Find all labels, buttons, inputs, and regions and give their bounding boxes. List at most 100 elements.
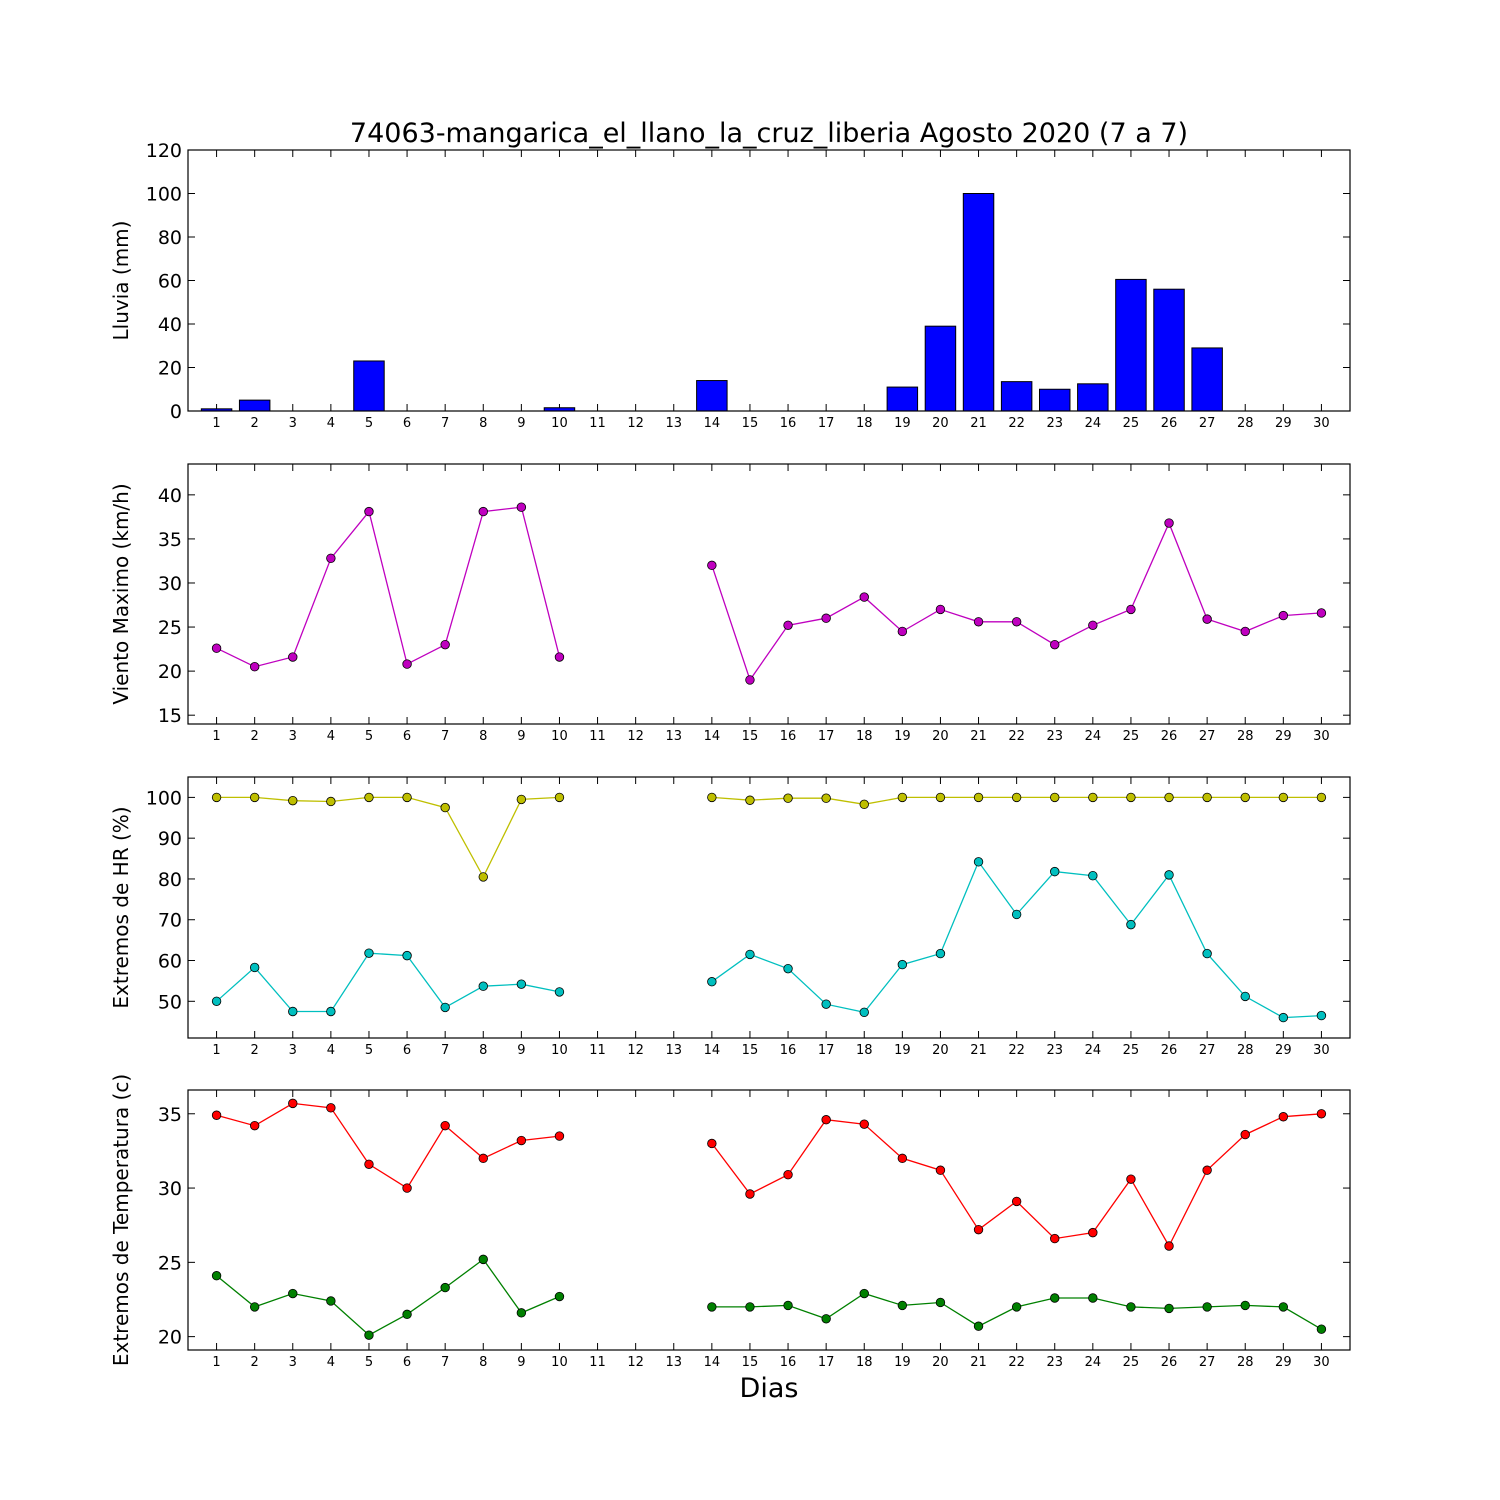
- x-tick-label: 1: [212, 1355, 220, 1370]
- x-tick-label: 8: [479, 416, 487, 431]
- data-point: [478, 981, 488, 991]
- y-tick-label: 35: [158, 529, 182, 551]
- data-point: [211, 1110, 222, 1120]
- data-point: [1164, 870, 1174, 880]
- data-point: [1088, 870, 1098, 881]
- x-tick-label: 21: [970, 1355, 987, 1370]
- bar: [1191, 347, 1223, 412]
- data-point: [821, 1314, 831, 1324]
- x-tick-label: 2: [251, 416, 259, 431]
- series-1: [211, 792, 1327, 882]
- x-tick-label: 19: [894, 1043, 911, 1058]
- x-tick-label: 21: [970, 1043, 987, 1058]
- x-tick-label: 7: [441, 729, 449, 744]
- x-tick-label: 11: [589, 416, 606, 431]
- y-tick-label: 80: [158, 227, 182, 249]
- plot-frame: [187, 1089, 1351, 1351]
- x-tick-label: 29: [1275, 416, 1292, 431]
- data-point: [1126, 792, 1136, 803]
- x-tick-label: 24: [1085, 1043, 1102, 1058]
- data-point: [1164, 518, 1174, 528]
- x-tick-label: 25: [1123, 1355, 1140, 1370]
- data-point: [1240, 1129, 1250, 1140]
- data-point: [1126, 1302, 1136, 1312]
- data-point: [973, 857, 984, 867]
- x-tick-label: 14: [704, 416, 721, 431]
- x-tick-label: 29: [1275, 1043, 1292, 1058]
- data-point: [859, 1007, 869, 1018]
- data-point: [707, 792, 717, 803]
- series-1: [211, 502, 1327, 685]
- series-1: [200, 193, 1223, 412]
- data-point: [745, 1189, 755, 1199]
- x-tick-label: 13: [665, 416, 682, 431]
- bar: [962, 193, 995, 412]
- x-tick-label: 15: [742, 416, 759, 431]
- data-point: [783, 1300, 793, 1311]
- y-tick-label: 15: [158, 705, 182, 727]
- data-point: [478, 1254, 488, 1265]
- bar: [1115, 278, 1147, 412]
- data-point: [402, 659, 412, 669]
- series-line: [216, 506, 561, 668]
- x-tick-label: 2: [251, 1355, 259, 1370]
- y-tick-label: 60: [158, 951, 182, 973]
- x-tick-label: 24: [1085, 1355, 1102, 1370]
- bar: [696, 380, 728, 412]
- x-tick-label: 26: [1161, 729, 1178, 744]
- x-tick-label: 11: [589, 729, 606, 744]
- series-line: [216, 1102, 560, 1189]
- y-tick-label: 20: [158, 358, 182, 380]
- x-tick-label: 5: [365, 416, 373, 431]
- x-axis-label: Dias: [740, 1373, 799, 1404]
- data-point: [326, 796, 336, 807]
- y-tick-label: 40: [158, 485, 182, 507]
- data-point: [783, 793, 793, 803]
- x-tick-label: 26: [1161, 1355, 1178, 1370]
- data-point: [859, 1288, 869, 1299]
- data-point: [364, 1159, 374, 1169]
- bar: [1153, 288, 1185, 412]
- x-tick-label: 18: [856, 416, 873, 431]
- data-point: [1126, 604, 1136, 615]
- data-point: [1088, 792, 1098, 803]
- x-tick-label: 20: [932, 416, 949, 431]
- data-point: [1202, 1302, 1212, 1312]
- x-tick-label: 15: [742, 1355, 759, 1370]
- x-tick-label: 8: [479, 729, 487, 744]
- plot-frame: [187, 149, 1351, 412]
- data-point: [554, 1291, 565, 1302]
- data-point: [745, 675, 755, 685]
- series-line: [216, 1258, 560, 1336]
- x-tick-label: 25: [1123, 729, 1140, 744]
- x-tick-label: 2: [251, 729, 259, 744]
- x-tick-label: 23: [1046, 1043, 1063, 1058]
- bar: [238, 399, 271, 412]
- x-tick-label: 18: [856, 1043, 873, 1058]
- data-point: [707, 560, 717, 571]
- data-point: [897, 959, 908, 970]
- x-tick-label: 22: [1008, 1355, 1025, 1370]
- x-tick-label: 28: [1237, 1043, 1254, 1058]
- data-point: [1050, 866, 1060, 877]
- data-point: [440, 1282, 450, 1293]
- data-point: [211, 643, 222, 653]
- x-tick-label: 12: [627, 1043, 644, 1058]
- data-point: [1011, 1196, 1022, 1207]
- data-point: [1088, 620, 1098, 630]
- x-tick-label: 17: [818, 1355, 835, 1370]
- data-point: [554, 1131, 565, 1141]
- bar: [1077, 383, 1109, 412]
- data-point: [973, 1321, 984, 1331]
- y-tick-label: 60: [158, 271, 182, 293]
- data-point: [1278, 1302, 1289, 1312]
- data-point: [211, 996, 222, 1006]
- x-tick-label: 21: [970, 416, 987, 431]
- y-tick-label: 30: [158, 573, 182, 595]
- bar: [924, 325, 957, 412]
- x-tick-label: 7: [441, 416, 449, 431]
- data-point: [516, 502, 527, 512]
- data-point: [821, 793, 831, 803]
- data-point: [364, 792, 374, 803]
